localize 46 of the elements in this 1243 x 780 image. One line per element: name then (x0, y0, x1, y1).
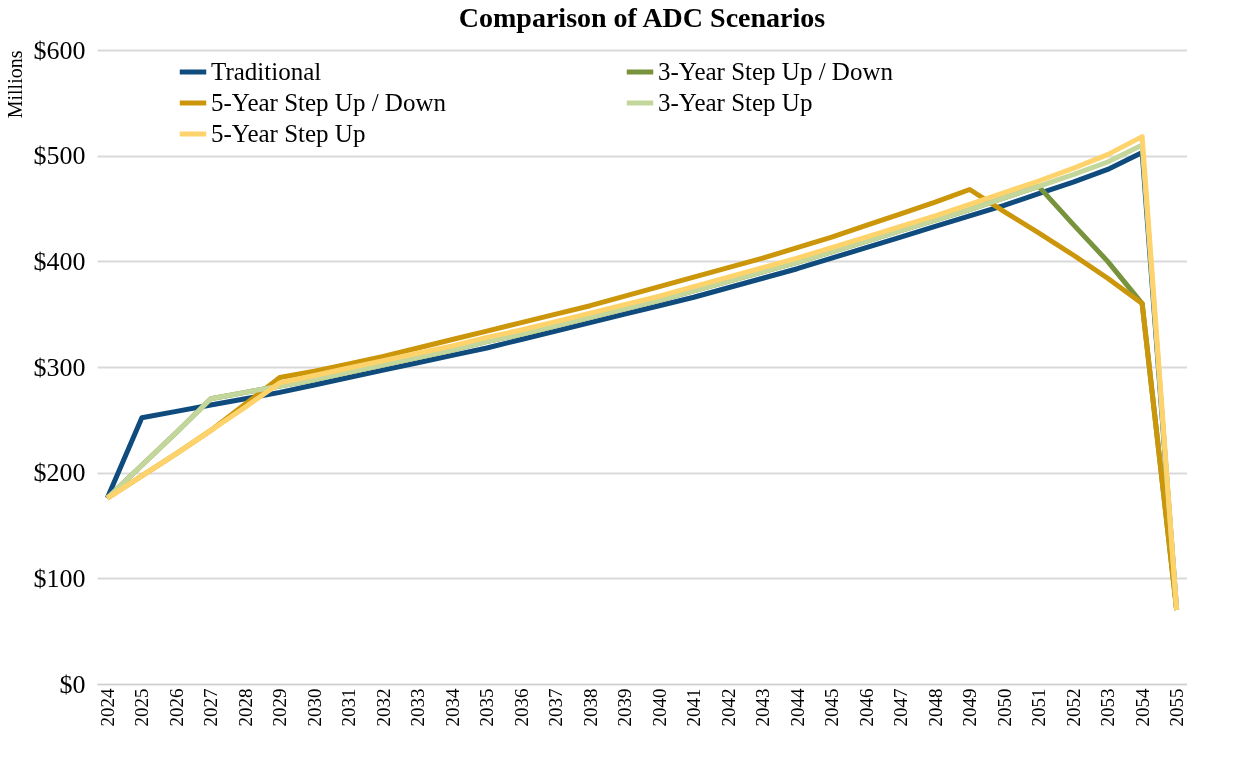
x-tick-label: 2034 (441, 688, 463, 727)
x-tick-label: 2025 (131, 688, 153, 727)
x-tick-label: 2036 (510, 688, 532, 727)
legend-label: Traditional (211, 58, 322, 85)
y-axis-title: Millions (3, 50, 26, 119)
legend-label: 5-Year Step Up / Down (211, 89, 447, 116)
x-tick-label: 2050 (993, 688, 1015, 727)
x-tick-label: 2024 (96, 688, 118, 727)
x-tick-label: 2053 (1097, 688, 1119, 727)
chart-title: Comparison of ADC Scenarios (458, 2, 826, 33)
y-tick-label: $100 (33, 563, 86, 593)
x-tick-label: 2030 (303, 688, 325, 727)
x-tick-label: 2044 (786, 688, 808, 727)
y-tick-label: $300 (33, 352, 86, 382)
x-tick-label: 2041 (683, 688, 705, 727)
y-tick-label: $200 (33, 458, 86, 488)
x-tick-label: 2027 (200, 688, 222, 727)
x-tick-label: 2031 (338, 688, 360, 727)
x-tick-label: 2051 (1028, 688, 1050, 727)
y-tick-label: $400 (33, 246, 86, 276)
x-tick-label: 2043 (752, 688, 774, 727)
y-tick-label: $500 (33, 141, 86, 171)
x-tick-label: 2038 (579, 688, 601, 727)
x-tick-label: 2048 (924, 688, 946, 727)
x-tick-label: 2032 (372, 688, 394, 727)
x-tick-label: 2028 (234, 688, 256, 727)
x-tick-label: 2047 (890, 688, 912, 727)
x-tick-label: 2033 (407, 688, 429, 727)
legend-label: 3-Year Step Up (658, 89, 813, 116)
legend-label: 3-Year Step Up / Down (658, 58, 894, 85)
legend-label: 5-Year Step Up (211, 120, 366, 147)
x-tick-label: 2052 (1062, 688, 1084, 727)
x-tick-label: 2035 (476, 688, 498, 727)
x-tick-label: 2040 (648, 688, 670, 727)
x-tick-label: 2026 (165, 688, 187, 727)
x-tick-label: 2029 (269, 688, 291, 727)
x-tick-label: 2046 (855, 688, 877, 727)
y-tick-label: $0 (59, 669, 86, 699)
x-tick-label: 2049 (959, 688, 981, 727)
x-tick-label: 2039 (614, 688, 636, 727)
x-tick-label: 2054 (1131, 688, 1153, 727)
x-tick-label: 2045 (821, 688, 843, 727)
x-tick-label: 2037 (545, 688, 567, 727)
x-tick-label: 2042 (717, 688, 739, 727)
y-tick-label: $600 (33, 35, 86, 65)
x-tick-label: 2055 (1166, 688, 1188, 727)
